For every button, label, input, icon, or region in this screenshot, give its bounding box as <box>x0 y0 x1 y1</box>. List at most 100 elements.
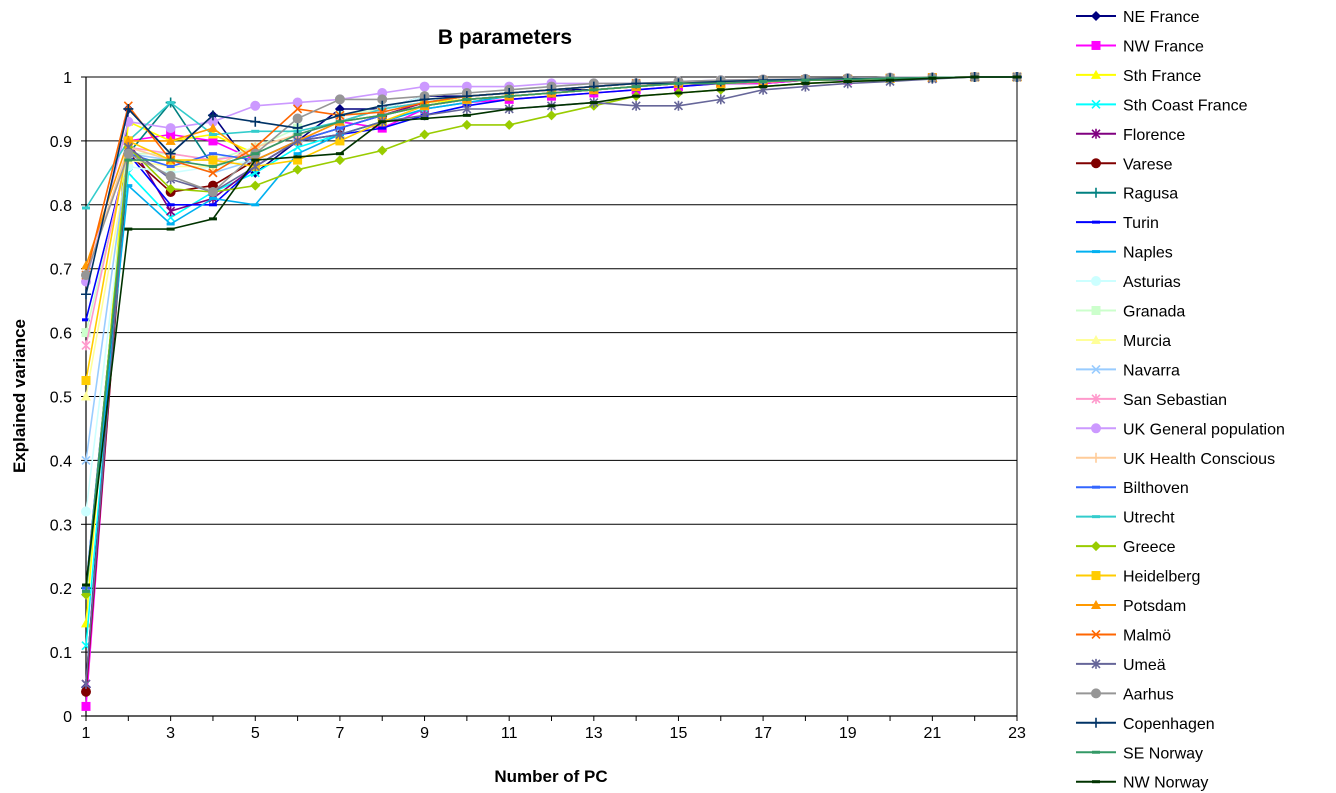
data-point <box>632 85 641 89</box>
data-point <box>166 130 176 140</box>
data-point <box>293 155 302 159</box>
legend-entry: Copenhagen <box>1076 716 1215 733</box>
legend-label: Navarra <box>1123 362 1180 379</box>
legend-label: Malmö <box>1123 627 1171 644</box>
data-point <box>208 203 217 207</box>
data-point <box>166 227 175 231</box>
legend-marker <box>1091 571 1101 581</box>
legend-marker <box>1091 658 1101 669</box>
legend-entry: UK General population <box>1076 421 1285 438</box>
y-tick-label: 0.6 <box>50 326 72 343</box>
legend-marker <box>1091 452 1101 463</box>
legend-entry: Granada <box>1076 304 1185 321</box>
legend: NE France NW France Sth France Sth Coast Fr… <box>1076 9 1285 792</box>
series-greece <box>81 72 1022 600</box>
data-point <box>504 119 515 130</box>
data-point <box>124 158 133 162</box>
legend-marker <box>1091 40 1101 50</box>
x-tick-label: 23 <box>1008 725 1026 742</box>
series-nw-norway <box>82 75 1021 587</box>
x-axis-label: Number of PC <box>494 767 607 786</box>
data-point <box>81 506 91 517</box>
data-point <box>207 110 218 121</box>
data-point <box>82 318 90 322</box>
legend-label: Potsdam <box>1123 598 1186 615</box>
data-point <box>292 113 303 124</box>
data-point <box>165 135 176 145</box>
data-point <box>166 203 175 207</box>
legend-entry: UK Health Conscious <box>1076 451 1275 468</box>
legend-marker <box>1091 688 1101 699</box>
data-point <box>334 94 345 105</box>
series-line <box>85 76 1017 381</box>
legend-entry: Murcia <box>1076 333 1171 350</box>
data-point <box>81 289 91 300</box>
data-point <box>378 120 387 124</box>
data-point <box>207 116 218 127</box>
legend-marker <box>1091 11 1101 21</box>
x-tick-label: 15 <box>670 725 688 742</box>
data-point <box>378 126 387 130</box>
data-point <box>251 203 260 207</box>
x-tick-label: 17 <box>754 725 772 742</box>
data-point <box>335 129 345 140</box>
legend-label: Turin <box>1123 215 1159 232</box>
data-point <box>420 104 429 108</box>
x-tick-label: 9 <box>420 725 429 742</box>
data-point <box>250 116 261 127</box>
data-point <box>81 270 91 281</box>
legend-marker <box>1091 158 1101 169</box>
data-point <box>81 686 91 697</box>
data-point <box>293 135 303 146</box>
data-point <box>207 187 218 198</box>
data-point <box>207 123 218 133</box>
legend-marker <box>1092 780 1100 784</box>
data-point <box>124 184 133 188</box>
legend-marker <box>1091 600 1101 609</box>
legend-label: Sth France <box>1123 68 1201 85</box>
x-tick-label: 19 <box>839 725 857 742</box>
data-point <box>123 103 134 114</box>
data-point <box>251 129 260 133</box>
y-tick-label: 0.4 <box>50 453 72 470</box>
x-tick-label: 5 <box>251 725 260 742</box>
data-point <box>123 135 134 145</box>
data-point <box>81 376 91 386</box>
legend-label: Bilthoven <box>1123 480 1189 497</box>
data-point <box>843 79 852 83</box>
legend-entry: NE France <box>1076 9 1200 26</box>
legend-entry: Ragusa <box>1076 186 1178 203</box>
legend-marker <box>1091 423 1101 434</box>
data-point <box>124 227 133 231</box>
y-tick-label: 0.2 <box>50 581 72 598</box>
legend-entry: SE Norway <box>1076 745 1203 762</box>
x-tick-label: 7 <box>335 725 344 742</box>
legend-entry: Sth France <box>1076 68 1201 85</box>
x-tick-label: 13 <box>585 725 603 742</box>
data-point <box>293 155 303 165</box>
legend-marker <box>1092 485 1100 489</box>
data-point <box>546 110 557 121</box>
data-point <box>716 81 725 85</box>
data-point <box>166 101 175 105</box>
data-point <box>377 145 388 156</box>
legend-entry: San Sebastian <box>1076 392 1227 409</box>
legend-label: Ragusa <box>1123 186 1178 203</box>
data-point <box>81 455 91 465</box>
data-point <box>759 79 768 83</box>
data-point <box>250 180 261 191</box>
series-nw-france <box>81 72 1022 711</box>
data-point <box>250 100 261 111</box>
data-point <box>208 168 218 178</box>
data-point <box>123 148 134 159</box>
data-point <box>334 110 345 121</box>
series-line <box>85 76 1017 595</box>
data-point <box>251 152 260 156</box>
legend-entry: Sth Coast France <box>1076 97 1248 114</box>
series-murcia <box>81 72 1022 401</box>
legend-label: NW France <box>1123 38 1204 55</box>
x-tick-label: 11 <box>501 725 518 742</box>
data-point <box>801 81 810 85</box>
series-se-norway <box>82 75 1021 593</box>
